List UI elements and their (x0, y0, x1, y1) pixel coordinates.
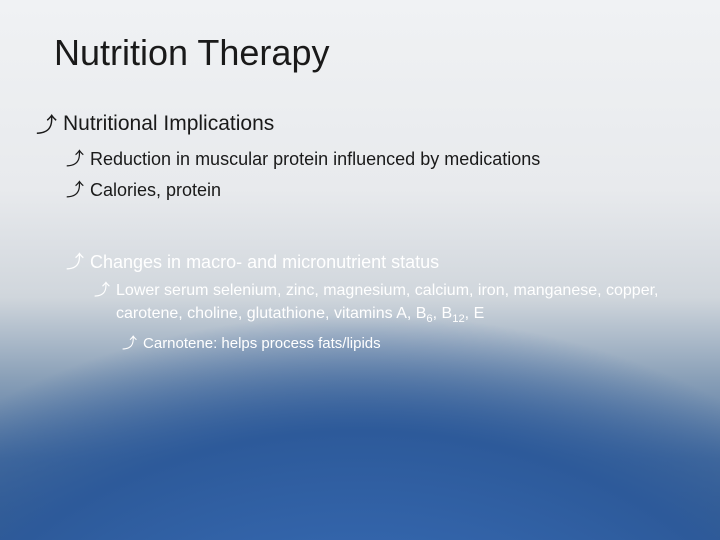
bullet-text: Lower serum selenium, zinc, magnesium, c… (116, 280, 680, 327)
bullet-icon: ⤴ (94, 280, 110, 302)
bullet-text: Reduction in muscular protein influenced… (90, 147, 680, 171)
bullet-carnotene: ⤴ Carnotene: helps process fats/lipids (122, 333, 680, 354)
slide-content: ⤴ Nutritional Implications ⤴ Reduction i… (36, 112, 680, 360)
bullet-text: Calories, protein (90, 178, 680, 202)
bullet-text: Nutritional Implications (63, 112, 680, 136)
bullet-calories: ⤴ Calories, protein (66, 178, 680, 202)
bullet-icon: ⤴ (122, 333, 137, 354)
bullet-text: Carnotene: helps process fats/lipids (143, 333, 680, 354)
slide: Nutrition Therapy ⤴ Nutritional Implicat… (0, 0, 720, 540)
bullet-icon: ⤴ (66, 178, 84, 202)
bullet-reduction: ⤴ Reduction in muscular protein influenc… (66, 147, 680, 171)
bullet-icon: ⤴ (66, 147, 84, 171)
bullet-changes: ⤴ Changes in macro- and micronutrient st… (66, 250, 680, 274)
bullet-icon: ⤴ (36, 112, 57, 139)
bullet-text: Changes in macro- and micronutrient stat… (90, 250, 680, 274)
slide-title: Nutrition Therapy (54, 32, 329, 74)
bullet-nutritional-implications: ⤴ Nutritional Implications (36, 112, 680, 139)
bullet-lower-serum: ⤴ Lower serum selenium, zinc, magnesium,… (94, 280, 680, 327)
bullet-icon: ⤴ (66, 250, 84, 274)
white-section: ⤴ Changes in macro- and micronutrient st… (36, 250, 680, 355)
spacer (36, 208, 680, 250)
